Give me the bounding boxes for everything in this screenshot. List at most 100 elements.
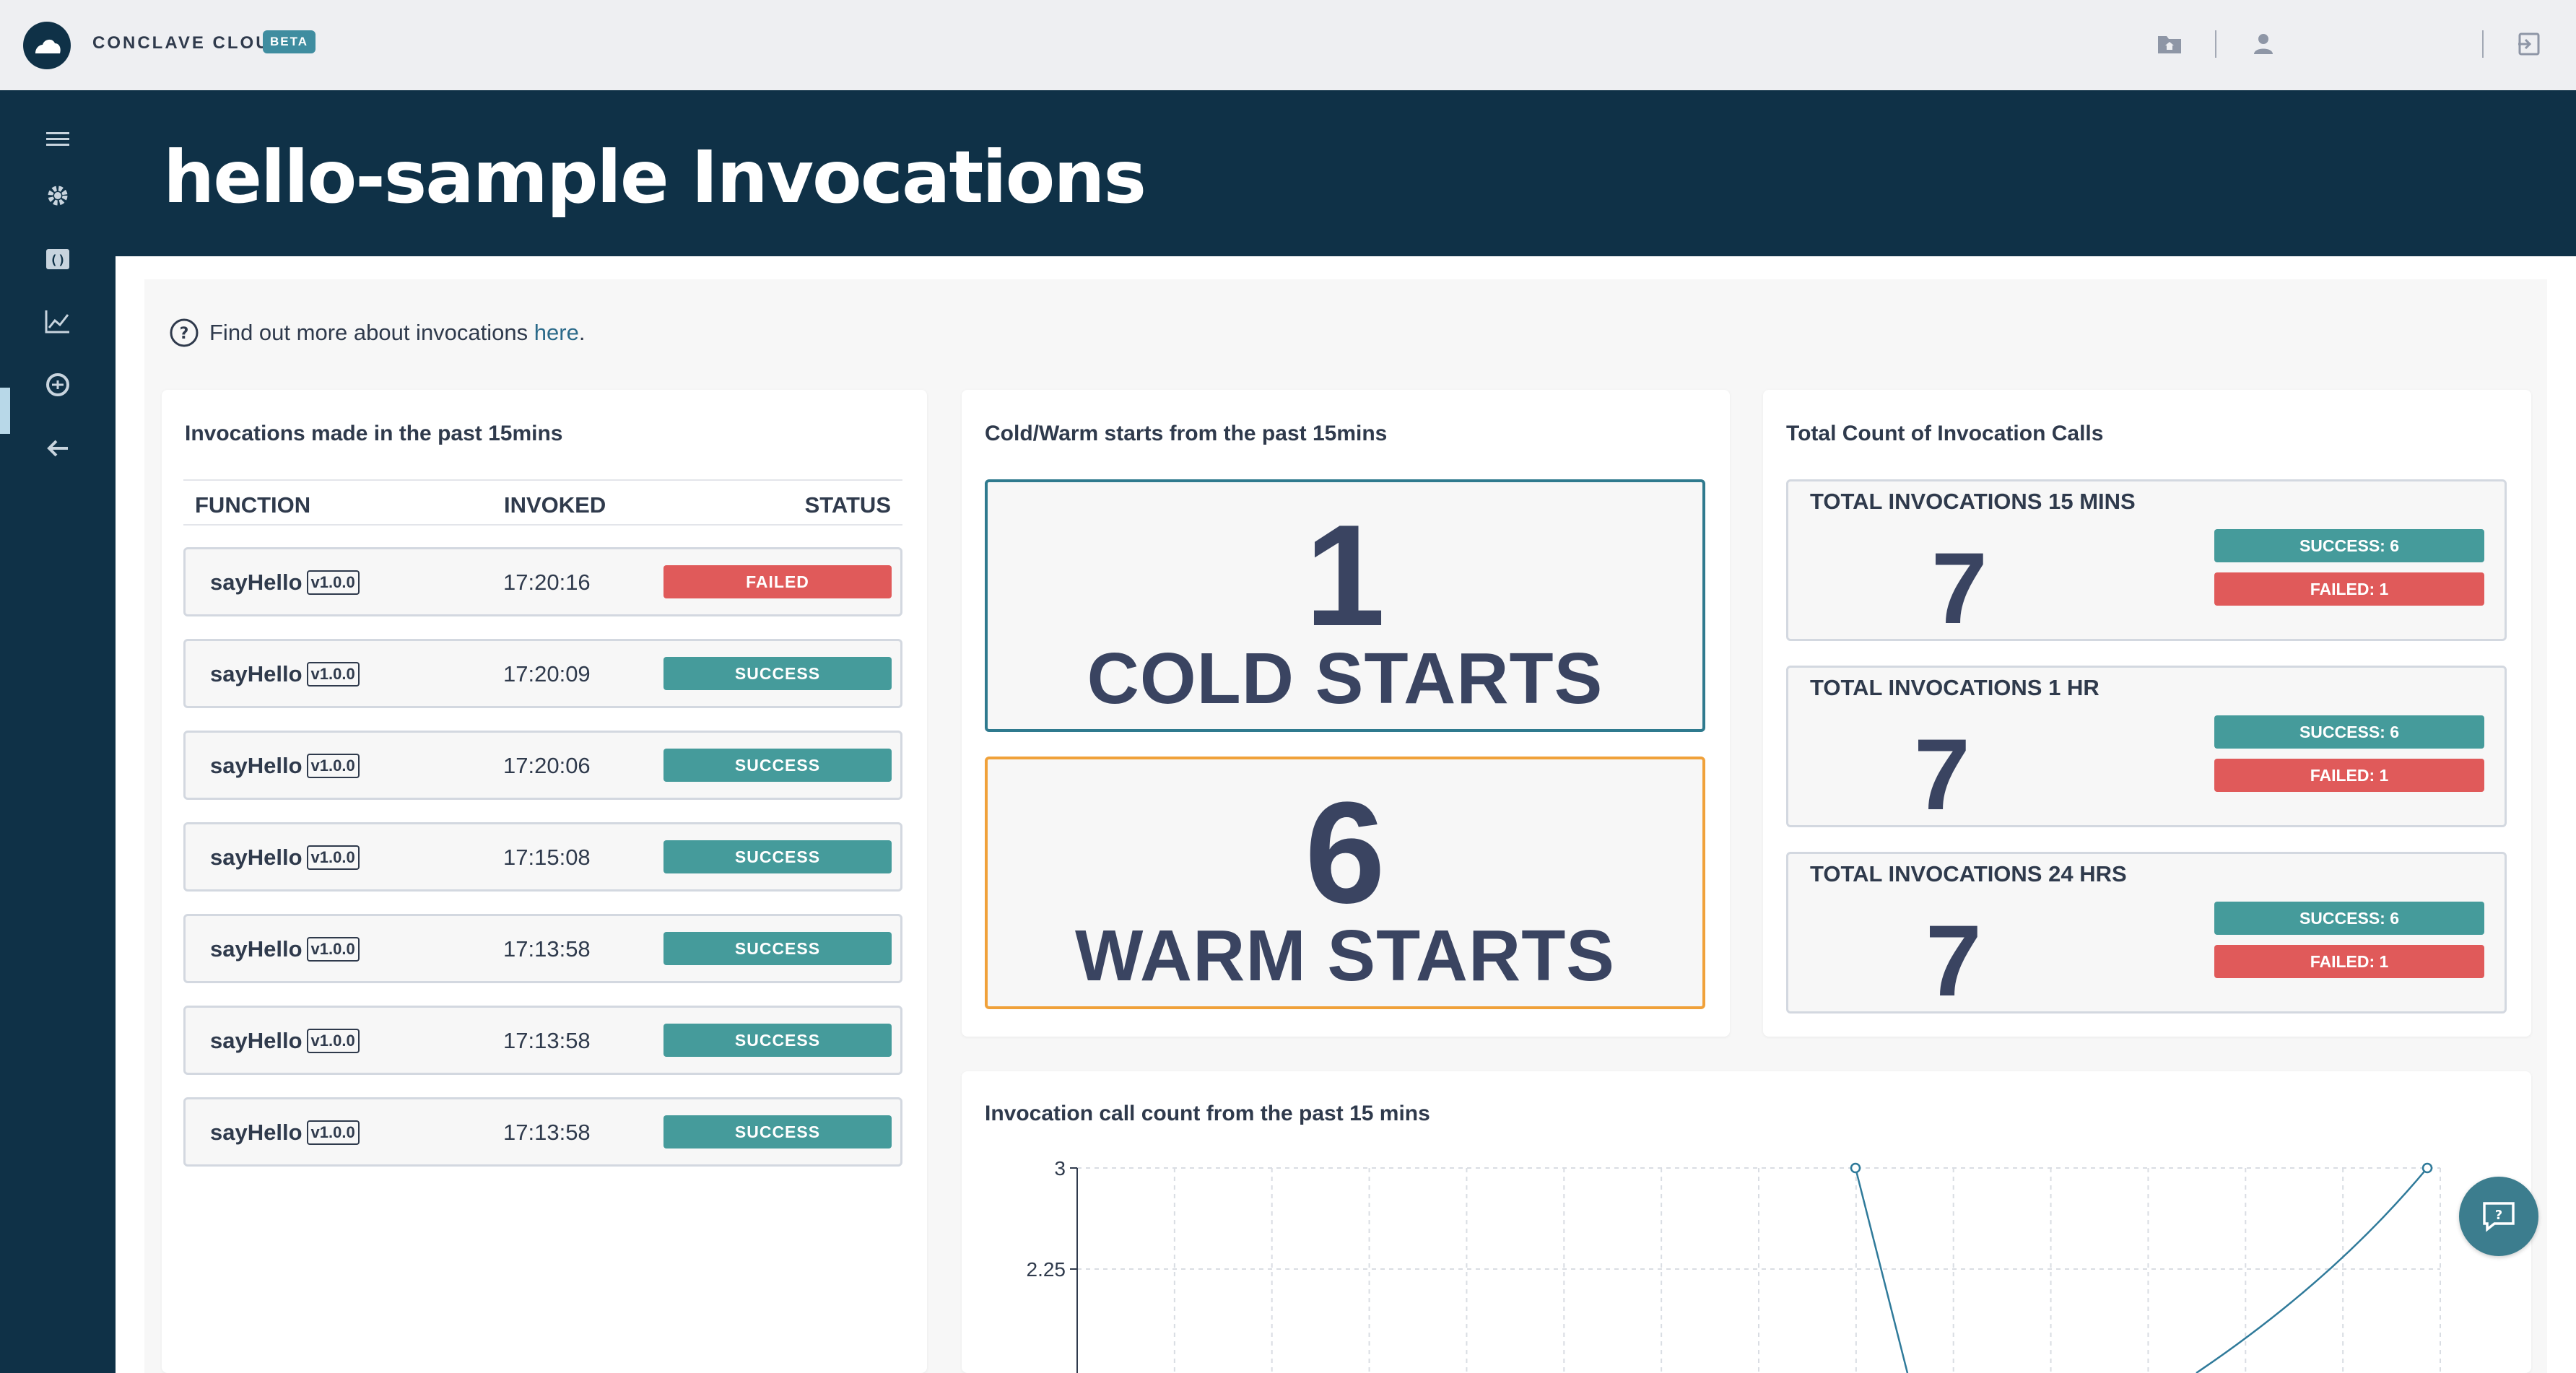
help-circle-icon: ? (170, 318, 199, 347)
table-row[interactable]: sayHello v1.0.0 17:15:08 SUCCESS (183, 822, 902, 892)
total-label: TOTAL INVOCATIONS 24 HRS (1810, 861, 2127, 886)
info-text: Find out more about invocations (209, 320, 528, 345)
series-line (2196, 1167, 2428, 1373)
function-name: sayHello v1.0.0 (210, 1028, 360, 1054)
home-folder-icon[interactable] (2154, 29, 2185, 59)
gear-icon[interactable] (36, 174, 79, 217)
cold-starts-box: 1 COLD STARTS (985, 479, 1705, 732)
divider (2215, 30, 2216, 58)
invoked-time: 17:13:58 (503, 936, 591, 962)
function-name: sayHello v1.0.0 (210, 753, 360, 779)
starts-title: Cold/Warm starts from the past 15mins (985, 422, 1388, 445)
col-invoked: INVOKED (504, 492, 606, 518)
sidebar: () (0, 90, 116, 1373)
total-invocations-box: TOTAL INVOCATIONS 1 HR 7 SUCCESS: 6 FAILED:… (1786, 666, 2507, 827)
chart-title: Invocation call count from the past 15 m… (985, 1102, 1430, 1125)
cloud-logo-icon[interactable] (23, 22, 71, 69)
status-badge: SUCCESS (663, 749, 892, 782)
version-tag: v1.0.0 (306, 662, 360, 686)
failed-count-badge: FAILED: 1 (2214, 572, 2484, 606)
invoked-time: 17:20:16 (503, 570, 591, 595)
info-link[interactable]: here (534, 320, 579, 345)
function-label: sayHello (210, 936, 303, 962)
total-count: 7 (1931, 531, 1988, 645)
menu-icon[interactable] (36, 118, 79, 161)
status-badge: SUCCESS (663, 840, 892, 873)
series-line (1854, 1167, 1909, 1373)
database-icon[interactable] (36, 363, 79, 406)
total-label: TOTAL INVOCATIONS 15 MINS (1810, 489, 2136, 514)
svg-text:?: ? (2495, 1208, 2502, 1223)
total-label: TOTAL INVOCATIONS 1 HR (1810, 675, 2099, 700)
chat-bubble-icon: ? (2483, 1202, 2515, 1232)
table-row[interactable]: sayHello v1.0.0 17:20:16 FAILED (183, 547, 902, 616)
chat-help-button[interactable]: ? (2459, 1177, 2538, 1256)
status-badge: SUCCESS (663, 1115, 892, 1148)
logout-icon[interactable] (2514, 29, 2544, 59)
function-label: sayHello (210, 1120, 303, 1145)
active-indicator (0, 388, 10, 434)
invoked-time: 17:20:06 (503, 753, 591, 778)
table-row[interactable]: sayHello v1.0.0 17:20:09 SUCCESS (183, 639, 902, 708)
y-tick-label: 3 (1054, 1157, 1066, 1180)
invocations-card: Invocations made in the past 15mins FUNC… (162, 390, 927, 1373)
invoked-time: 17:13:58 (503, 1028, 591, 1053)
svg-text:?: ? (180, 325, 189, 343)
table-row[interactable]: sayHello v1.0.0 17:13:58 SUCCESS (183, 1097, 902, 1167)
cold-starts-label: COLD STARTS (1087, 638, 1604, 719)
version-tag: v1.0.0 (306, 937, 360, 962)
line-chart: 32.25 (1027, 1157, 2441, 1373)
col-function: FUNCTION (195, 492, 311, 518)
success-count-badge: SUCCESS: 6 (2214, 529, 2484, 562)
total-count: 7 (1926, 904, 1982, 1017)
chart-card: Invocation call count from the past 15 m… (962, 1071, 2531, 1373)
status-badge: SUCCESS (663, 1024, 892, 1057)
chart-icon[interactable] (36, 300, 79, 343)
table-row[interactable]: sayHello v1.0.0 17:13:58 SUCCESS (183, 1006, 902, 1075)
function-name: sayHello v1.0.0 (210, 936, 360, 962)
version-tag: v1.0.0 (306, 570, 360, 595)
page-title: hello-sample Invocations (163, 135, 1146, 219)
status-badge: SUCCESS (663, 932, 892, 965)
beta-badge: BETA (263, 30, 316, 53)
function-name: sayHello v1.0.0 (210, 845, 360, 871)
divider (2482, 30, 2484, 58)
function-name: sayHello v1.0.0 (210, 1120, 360, 1146)
col-status: STATUS (804, 492, 891, 518)
page-header: hello-sample Invocations (116, 90, 2576, 256)
failed-count-badge: FAILED: 1 (2214, 759, 2484, 792)
table-header: FUNCTION INVOKED STATUS (183, 479, 902, 526)
status-badge: FAILED (663, 565, 892, 598)
back-arrow-icon[interactable] (36, 427, 79, 470)
invoked-time: 17:20:09 (503, 661, 591, 686)
version-tag: v1.0.0 (306, 1120, 360, 1145)
status-badge: SUCCESS (663, 657, 892, 690)
function-name: sayHello v1.0.0 (210, 570, 360, 596)
totals-card: Total Count of Invocation Calls TOTAL IN… (1763, 390, 2531, 1037)
functions-icon[interactable]: () (36, 237, 79, 281)
warm-starts-box: 6 WARM STARTS (985, 757, 1705, 1009)
cold-starts-count: 1 (1305, 495, 1385, 656)
warm-starts-count: 6 (1305, 772, 1385, 933)
function-label: sayHello (210, 1028, 303, 1053)
table-row[interactable]: sayHello v1.0.0 17:20:06 SUCCESS (183, 731, 902, 800)
user-icon[interactable] (2248, 29, 2279, 59)
invoked-time: 17:15:08 (503, 845, 591, 870)
starts-card: Cold/Warm starts from the past 15mins 1 … (962, 390, 1730, 1037)
function-label: sayHello (210, 661, 303, 686)
success-count-badge: SUCCESS: 6 (2214, 715, 2484, 749)
totals-title: Total Count of Invocation Calls (1786, 422, 2104, 445)
total-count: 7 (1914, 718, 1970, 831)
brand-name: CONCLAVE CLOUD (92, 33, 285, 53)
info-suffix: . (578, 320, 586, 345)
data-point (1850, 1162, 1861, 1174)
data-point (2421, 1162, 2433, 1174)
invoked-time: 17:13:58 (503, 1120, 591, 1145)
warm-starts-label: WARM STARTS (1075, 915, 1615, 996)
top-bar: CONCLAVE CLOUD BETA (0, 0, 2576, 90)
y-tick-label: 2.25 (1027, 1258, 1066, 1281)
function-name: sayHello v1.0.0 (210, 661, 360, 687)
function-label: sayHello (210, 570, 303, 595)
version-tag: v1.0.0 (306, 1029, 360, 1053)
table-row[interactable]: sayHello v1.0.0 17:13:58 SUCCESS (183, 914, 902, 983)
